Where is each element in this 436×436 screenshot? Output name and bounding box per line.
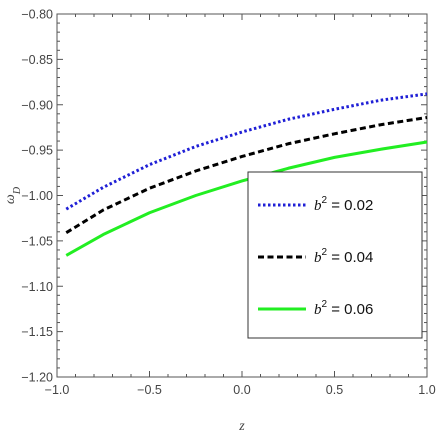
y-axis-ticks: −0.80 −0.85 −0.90 −0.95 −1.00 −1.05 −1.10 −1.15…: [21, 8, 427, 385]
legend-exp: 2: [322, 247, 328, 258]
legend-value: = 0.06: [327, 301, 373, 318]
y-tick-label: −0.85: [21, 53, 53, 67]
series-line-3: [65, 140, 428, 257]
y-axis-subscript: D: [12, 186, 23, 195]
y-axis-title: ωD: [3, 186, 23, 204]
y-tick-label: −1.15: [21, 325, 53, 339]
legend-var: b: [314, 302, 322, 318]
legend-exp: 2: [322, 195, 328, 206]
y-axis-symbol: ω: [3, 194, 18, 204]
series-layer: [65, 92, 428, 257]
legend-label-1: b2 = 0.02: [314, 195, 373, 214]
y-tick-label: −0.90: [21, 98, 53, 112]
y-tick-label: −1.20: [21, 371, 53, 385]
x-tick-label: 0.5: [326, 383, 343, 397]
x-tick-label: 1.0: [418, 383, 435, 397]
x-axis-title: z: [238, 419, 245, 434]
y-tick-label: −1.10: [21, 280, 53, 294]
y-tick-label: −1.05: [21, 234, 53, 248]
x-tick-label: −0.5: [137, 383, 162, 397]
x-axis-ticks: −1.0 −0.5 0.0 0.5 1.0: [45, 14, 436, 397]
x-tick-label: −1.0: [45, 383, 70, 397]
y-tick-label: −0.80: [21, 8, 53, 22]
y-tick-label: −1.00: [21, 189, 53, 203]
legend-value: = 0.02: [327, 197, 373, 214]
y-tick-label: −0.95: [21, 144, 53, 158]
x-tick-label: 0.0: [233, 383, 250, 397]
legend-var: b: [314, 250, 322, 266]
legend-label-3: b2 = 0.06: [314, 299, 373, 318]
series-line-2: [65, 115, 428, 234]
legend-var: b: [314, 198, 322, 214]
legend-value: = 0.04: [327, 249, 373, 266]
series-line-1: [65, 92, 428, 211]
legend-label-2: b2 = 0.04: [314, 247, 373, 266]
legend-exp: 2: [322, 299, 328, 310]
